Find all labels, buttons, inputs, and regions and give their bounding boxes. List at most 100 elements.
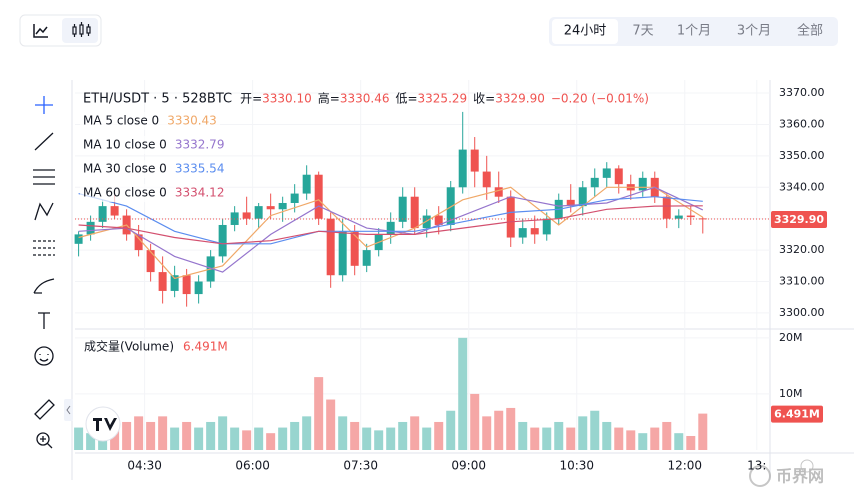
volume-bar (554, 421, 564, 450)
emoji-tool[interactable] (34, 346, 54, 366)
trendline-tool[interactable] (34, 132, 54, 151)
volume-bar (614, 427, 624, 450)
legend-value: 3330.43 (167, 114, 217, 128)
candle-body (398, 196, 407, 222)
crosshair-tool[interactable] (35, 96, 53, 114)
ruler-tool[interactable] (34, 399, 55, 420)
y-tick-label: 3370.00 (779, 86, 825, 99)
range-tab[interactable]: 全部 (797, 23, 823, 39)
plot (74, 80, 770, 450)
volume-legend-value: 6.491M (183, 340, 228, 354)
volume-bar (122, 421, 132, 450)
text-tool[interactable] (38, 312, 50, 329)
x-tick-label: 07:30 (343, 459, 378, 473)
last-volume-label: 6.491M (774, 408, 820, 421)
ohlc-value: 3330.10 (262, 92, 312, 106)
legend-bg (80, 160, 220, 178)
y-tick-label: 3360.00 (779, 117, 825, 130)
x-tick-label: 12:00 (667, 459, 702, 473)
range-tab[interactable]: 7天 (632, 24, 653, 39)
tool-sidebar (33, 96, 55, 449)
ohlc-value: 3330.46 (340, 92, 390, 106)
legend-name: MA 60 close 0 (83, 186, 167, 200)
volume-bar (134, 416, 144, 450)
range-group (549, 17, 838, 46)
volume-bar (446, 410, 456, 450)
last-price-box (771, 211, 827, 229)
legend-value: 3335.54 (175, 162, 225, 176)
x-tick-label: 04:30 (127, 459, 162, 473)
volume-bar (350, 421, 360, 450)
candle-body (86, 221, 95, 235)
brush-tool[interactable] (33, 278, 55, 294)
volume-bar (218, 416, 228, 450)
volume-bar (410, 416, 420, 450)
volume-bar (362, 427, 372, 450)
projection-tool[interactable] (33, 240, 55, 256)
ohlc-legend: 开= 3330.10 高= 3330.46 低= 3325.29 收= 3329.90 −0.2… (240, 91, 649, 106)
change: −0.20 (−0.01%) (551, 92, 649, 106)
collapse-arrow (66, 405, 71, 415)
candle-body (494, 187, 503, 197)
candle-body (470, 149, 479, 172)
candle-body (242, 212, 251, 219)
volume-bar (314, 377, 324, 450)
candle-body (362, 250, 371, 266)
legend-bg (80, 184, 220, 202)
candle-body (458, 149, 467, 188)
volume-bar (266, 433, 276, 450)
candle-body (518, 228, 527, 238)
legend-name: MA 10 close 0 (83, 138, 167, 152)
volume-bar (566, 427, 576, 450)
ma-line (78, 205, 703, 245)
candle-body (482, 171, 491, 188)
volume-bar (482, 416, 492, 450)
last-price-label: 3329.90 (774, 213, 824, 226)
candle-body (158, 272, 167, 291)
volume-bar (458, 337, 468, 450)
candle-body (146, 250, 155, 273)
volume-bar (86, 433, 96, 450)
volume-bar (518, 421, 528, 450)
legend-value: 3334.12 (175, 186, 225, 200)
legend-value: 3332.79 (175, 138, 225, 152)
zoom-tool[interactable] (36, 432, 50, 446)
volume-bar (290, 421, 300, 450)
ohlc-key: 高= (318, 91, 340, 106)
range-tab[interactable]: 24小时 (564, 24, 607, 39)
y-tick-label: 3340.00 (779, 180, 825, 193)
volume-bar (542, 427, 552, 450)
candle-body (590, 177, 599, 188)
fib-tool[interactable] (33, 169, 55, 185)
range-tab[interactable]: 3个月 (737, 24, 771, 39)
candle-body (350, 231, 359, 266)
line-chart-button[interactable] (33, 24, 48, 38)
range-tab[interactable]: 1个月 (677, 24, 711, 39)
volume-bar (494, 410, 504, 450)
sidebar-collapse[interactable] (64, 399, 73, 421)
volume-bar (278, 427, 288, 450)
volume-bar (626, 430, 636, 450)
volume-bar (110, 427, 120, 450)
candle-body (638, 177, 647, 191)
volume-bar (242, 430, 252, 450)
x-tick-label: 10:30 (559, 459, 594, 473)
candle-body (614, 168, 623, 185)
candle-body (602, 168, 611, 178)
volume-title: 成交量(Volume) (84, 339, 174, 354)
candle-body (326, 218, 335, 276)
candle-body (110, 206, 119, 216)
candle-body (674, 215, 683, 219)
candle-body (266, 206, 275, 210)
candle-body (254, 206, 263, 219)
volume-bar (686, 435, 696, 450)
volume-bar (170, 427, 180, 450)
volume-bar (650, 427, 660, 450)
pattern-tool[interactable] (34, 202, 54, 221)
volume-bar (506, 407, 516, 450)
volume-bar (662, 421, 672, 450)
volume-bar (74, 427, 84, 450)
candle-body (302, 174, 311, 194)
